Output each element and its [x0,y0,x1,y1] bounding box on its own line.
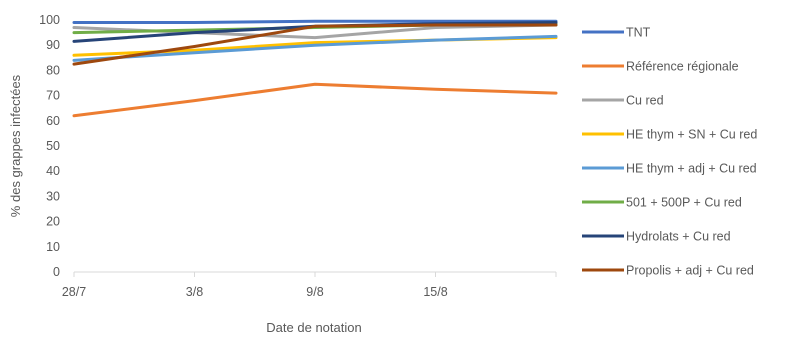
series-line-5 [74,36,556,60]
legend-label: Cu red [626,94,664,108]
series-line-2 [74,84,556,116]
legend-label: 501 + 500P + Cu red [626,196,742,210]
x-tick-label: 9/8 [306,285,323,299]
legend-label: Propolis + adj + Cu red [626,264,754,278]
y-tick-label: 10 [46,240,60,254]
y-tick-label: 40 [46,164,60,178]
legend-label: HE thym + SN + Cu red [626,128,757,142]
y-tick-label: 70 [46,89,60,103]
legend-label: HE thym + adj + Cu red [626,162,757,176]
legend-item: Référence régionale [582,60,739,74]
y-tick-label: 20 [46,215,60,229]
legend-item: TNT [582,26,651,40]
legend-label: Référence régionale [626,60,739,74]
x-axis-ticks: 28/7 3/8 9/8 15/8 [62,285,448,299]
legend-item: HE thym + SN + Cu red [582,128,757,142]
legend-label: TNT [626,26,651,40]
y-tick-label: 100 [39,13,60,27]
x-tick-label: 15/8 [423,285,447,299]
x-tick-label: 3/8 [186,285,203,299]
legend-item: 501 + 500P + Cu red [582,196,742,210]
y-tick-label: 80 [46,63,60,77]
y-tick-label: 60 [46,114,60,128]
legend-item: Propolis + adj + Cu red [582,264,754,278]
legend-item: HE thym + adj + Cu red [582,162,757,176]
y-tick-label: 30 [46,189,60,203]
legend-item: Cu red [582,94,664,108]
x-axis-title: Date de notation [266,320,361,335]
y-tick-label: 50 [46,139,60,153]
x-axis-tick-marks [74,272,556,277]
legend-item: Hydrolats + Cu red [582,230,731,244]
y-axis-title-text: % des grappes infectées [8,74,23,217]
y-axis-ticks: 0 10 20 30 40 50 60 70 80 90 100 [39,13,60,279]
series-lines [74,21,556,116]
y-axis-title: % des grappes infectées [8,74,23,217]
legend-label: Hydrolats + Cu red [626,230,731,244]
y-tick-label: 0 [53,265,60,279]
x-tick-label: 28/7 [62,285,86,299]
legend: TNT Référence régionale Cu red HE thym + SN… [582,26,757,278]
y-tick-label: 90 [46,38,60,52]
